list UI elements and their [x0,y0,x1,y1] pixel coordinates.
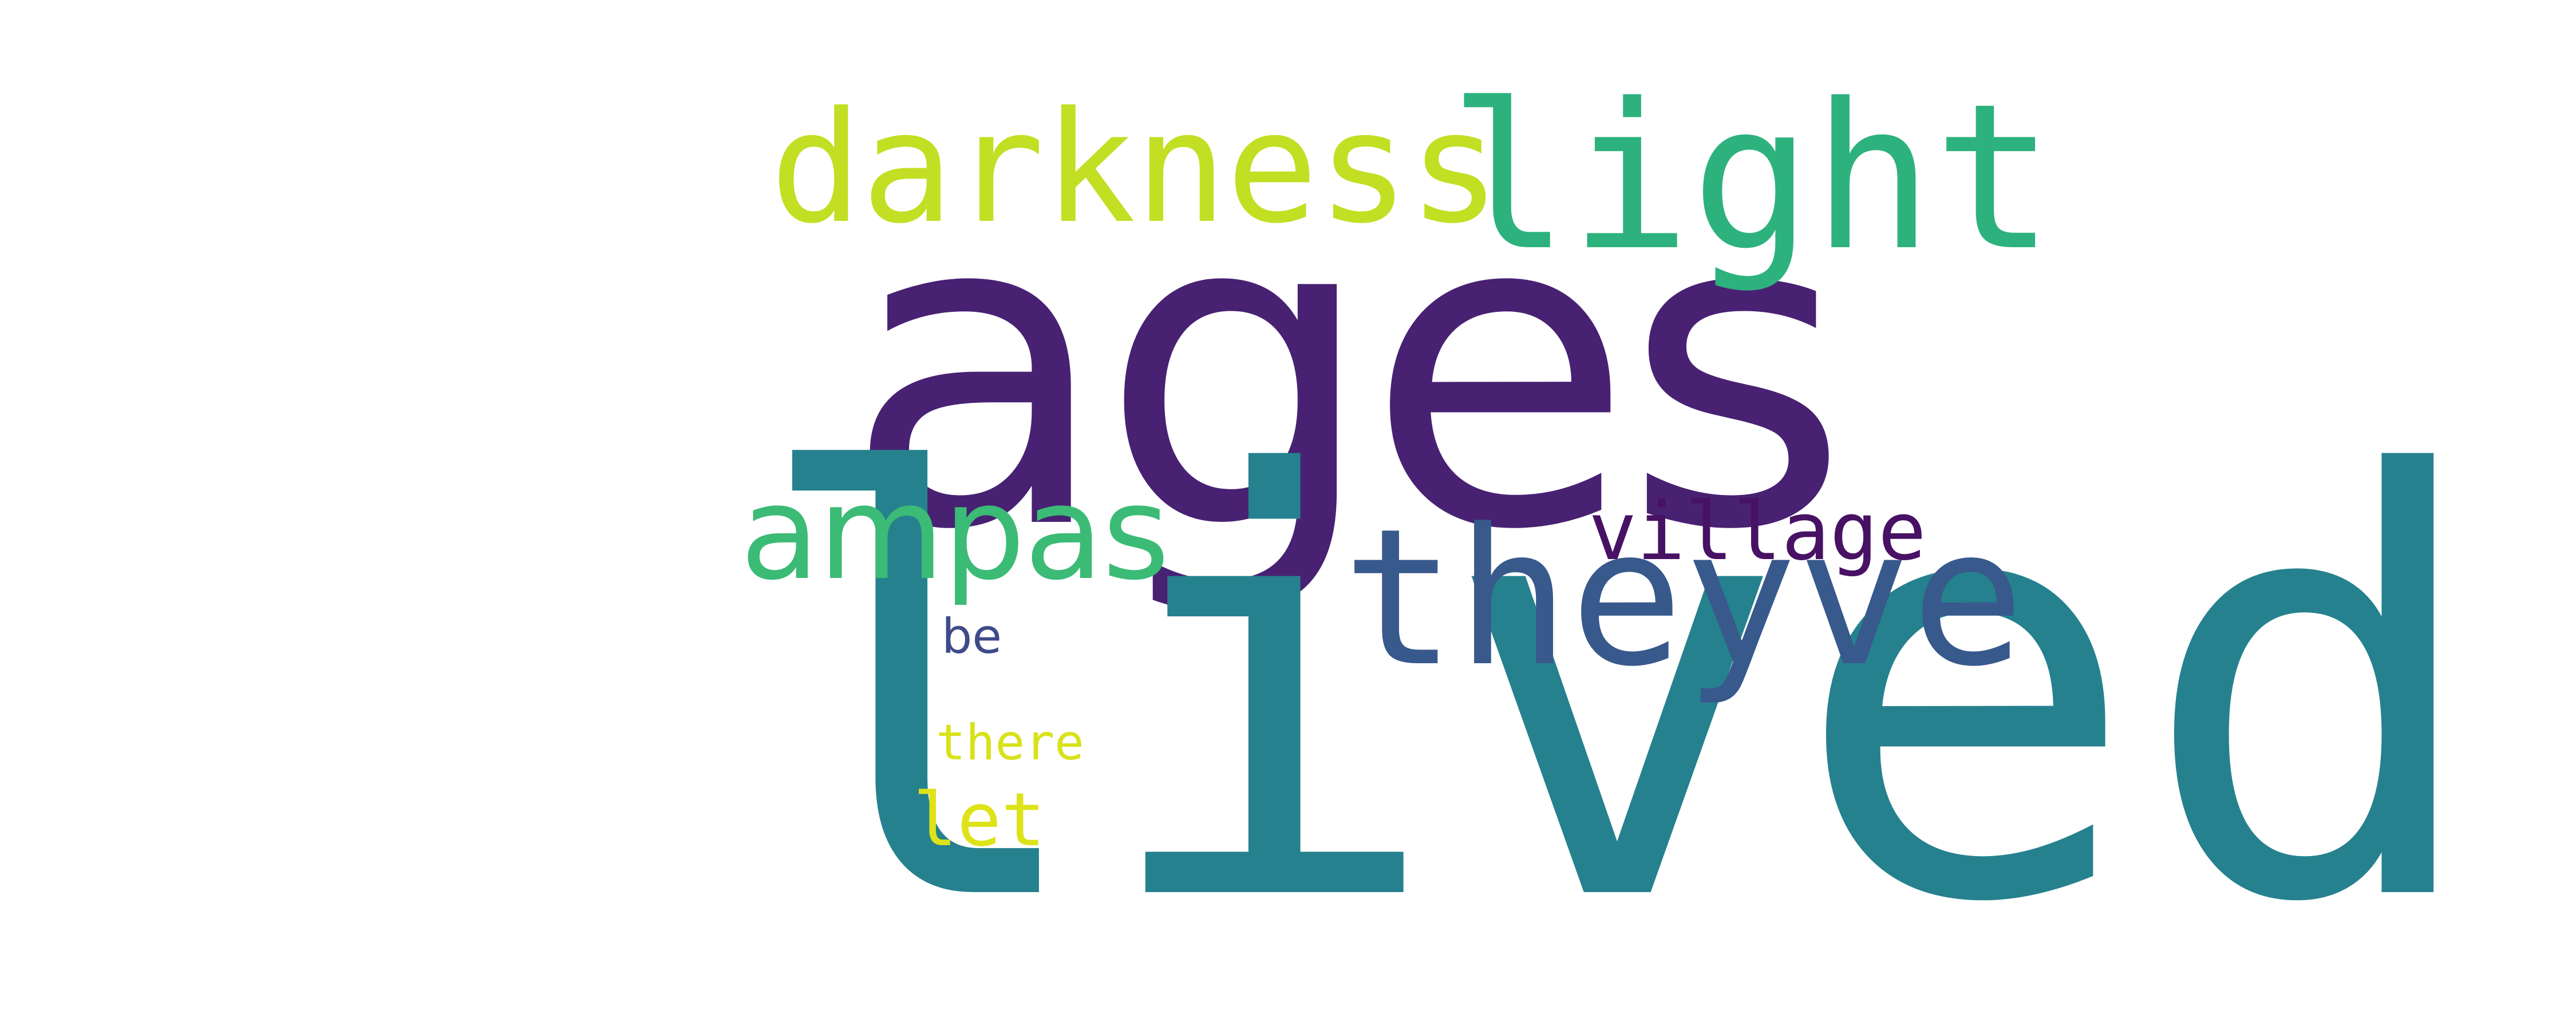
word-village: village [1589,485,1927,579]
word-light: light [1448,61,2055,295]
word-ampas: ampas [740,458,1170,609]
word-be: be [942,608,1002,664]
word-lived: lived [747,356,2488,1029]
word-let: let [913,778,1046,863]
word-darkness: darkness [770,79,1501,258]
word-theyve: theyve [1342,488,2025,708]
word-there: there [936,714,1084,771]
word-ages: ages [844,119,1850,625]
